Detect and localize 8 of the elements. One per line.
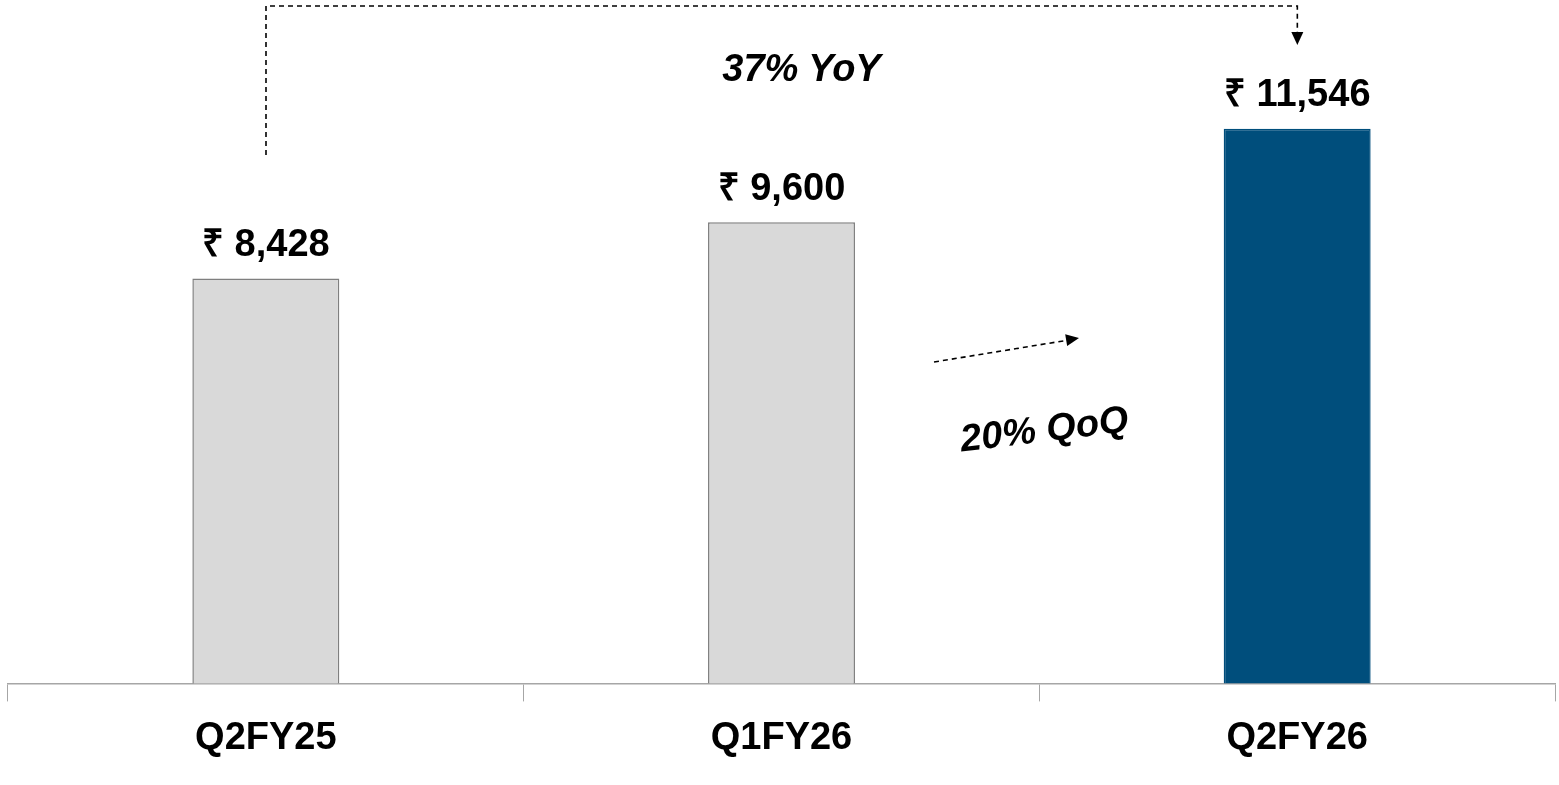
text: 37% YoY [722, 47, 885, 90]
data-label: ₹ 9,600 [717, 165, 846, 208]
data-label: ₹ 11,546 [1223, 72, 1371, 115]
x-tick-label: Q2FY26 [1226, 714, 1368, 757]
annotation: 20% QoQ [956, 397, 1131, 460]
x-tick-label: Q1FY26 [710, 714, 853, 757]
x-tick-label: Q2FY25 [195, 714, 337, 757]
data-label: ₹ 8,428 [202, 222, 330, 265]
